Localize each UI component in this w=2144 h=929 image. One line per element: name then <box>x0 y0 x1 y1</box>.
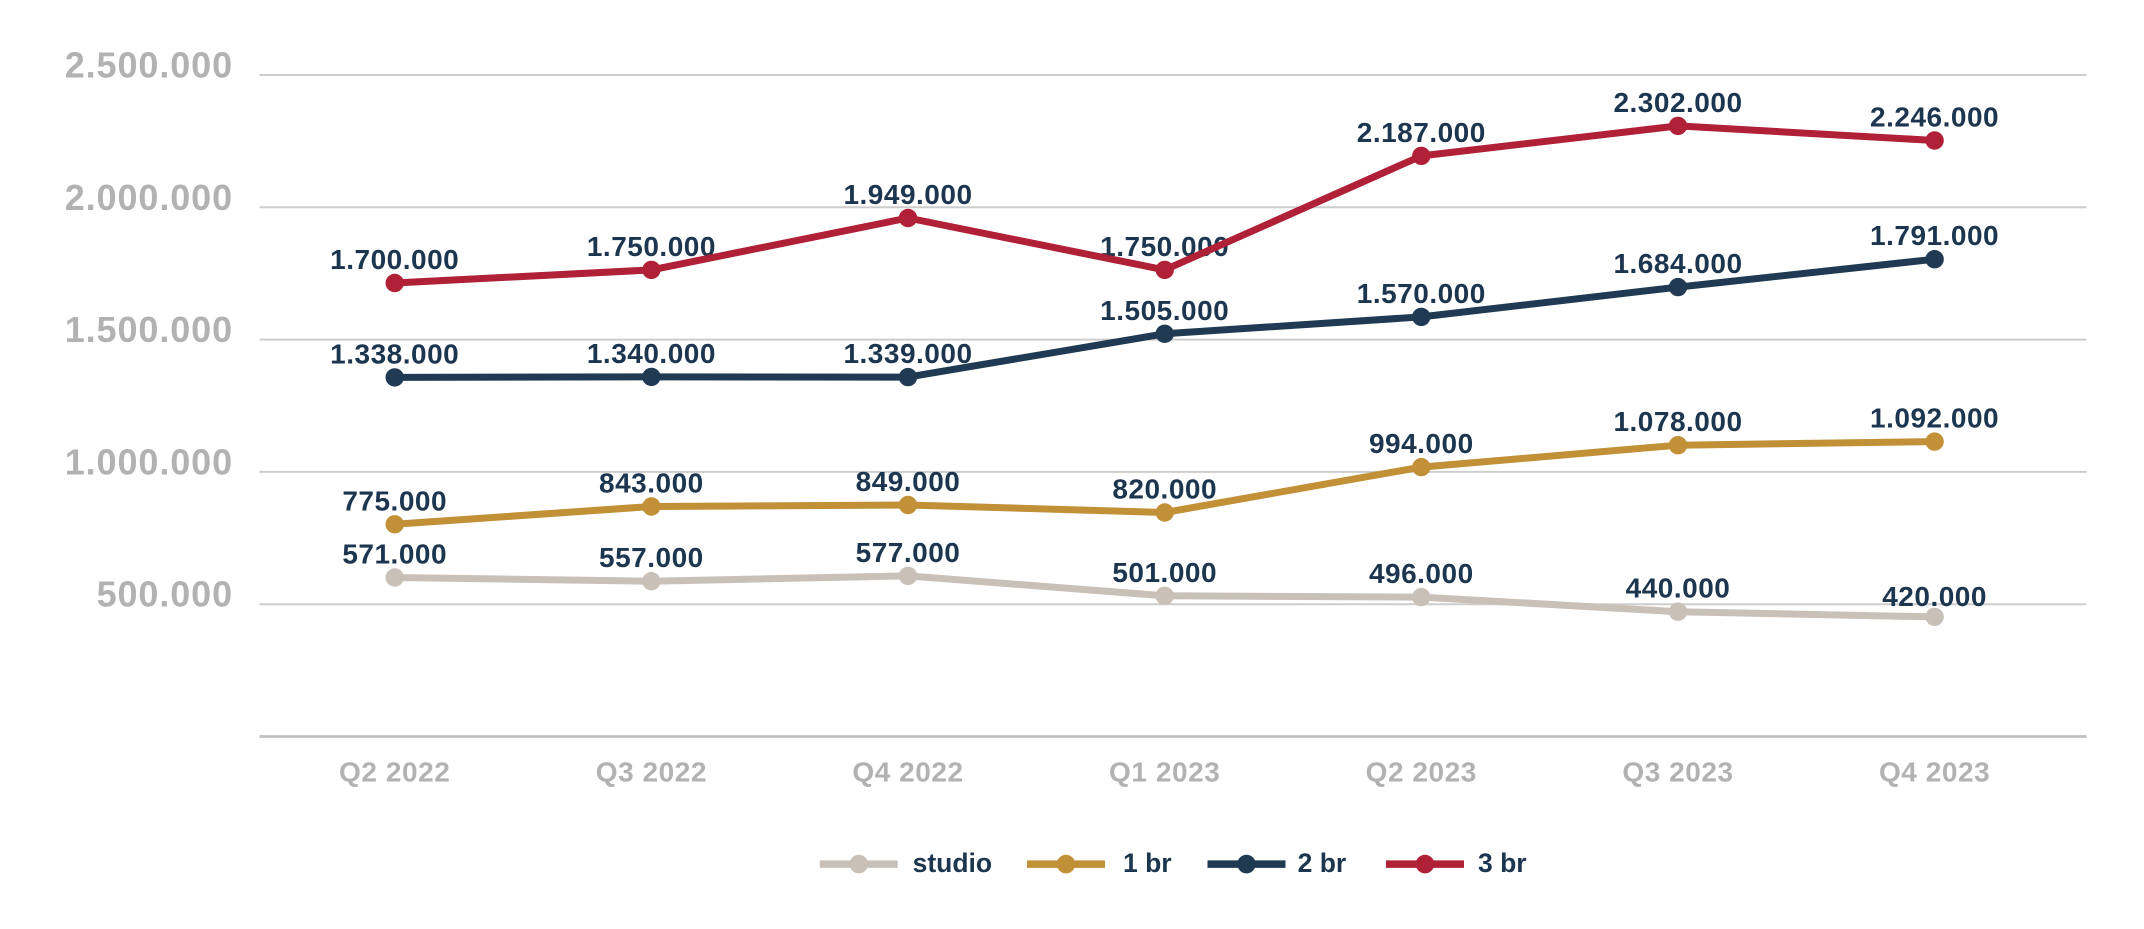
svg-text:994.000: 994.000 <box>1369 428 1474 459</box>
svg-text:1 br: 1 br <box>1123 848 1172 878</box>
svg-text:1.700.000: 1.700.000 <box>330 244 459 275</box>
svg-text:1.078.000: 1.078.000 <box>1613 406 1742 437</box>
svg-text:Q2 2022: Q2 2022 <box>339 757 450 788</box>
svg-text:849.000: 849.000 <box>856 466 961 497</box>
svg-text:2.500.000: 2.500.000 <box>65 45 233 86</box>
svg-text:557.000: 557.000 <box>599 542 704 573</box>
svg-text:820.000: 820.000 <box>1112 474 1217 505</box>
svg-text:2.302.000: 2.302.000 <box>1613 87 1742 118</box>
svg-text:Q2 2023: Q2 2023 <box>1366 757 1477 788</box>
svg-text:1.750.000: 1.750.000 <box>587 231 716 262</box>
svg-text:1.500.000: 1.500.000 <box>65 309 233 350</box>
svg-text:2.187.000: 2.187.000 <box>1357 117 1486 148</box>
svg-text:1.949.000: 1.949.000 <box>843 179 972 210</box>
svg-text:Q4 2023: Q4 2023 <box>1879 757 1990 788</box>
svg-text:1.505.000: 1.505.000 <box>1100 295 1229 326</box>
svg-text:2 br: 2 br <box>1298 848 1347 878</box>
svg-text:577.000: 577.000 <box>856 537 961 568</box>
svg-text:843.000: 843.000 <box>599 468 704 499</box>
svg-text:Q1 2023: Q1 2023 <box>1109 757 1220 788</box>
svg-text:775.000: 775.000 <box>342 485 447 516</box>
svg-text:501.000: 501.000 <box>1112 557 1217 588</box>
svg-text:2.246.000: 2.246.000 <box>1870 102 1999 133</box>
svg-text:1.684.000: 1.684.000 <box>1613 248 1742 279</box>
svg-text:571.000: 571.000 <box>342 539 447 570</box>
svg-text:1.340.000: 1.340.000 <box>587 338 716 369</box>
svg-text:420.000: 420.000 <box>1882 581 1987 612</box>
svg-text:1.000.000: 1.000.000 <box>65 441 233 482</box>
svg-text:1.092.000: 1.092.000 <box>1870 403 1999 434</box>
svg-text:1.750.000: 1.750.000 <box>1100 231 1229 262</box>
svg-text:440.000: 440.000 <box>1626 573 1731 604</box>
svg-text:2.000.000: 2.000.000 <box>65 177 233 218</box>
svg-text:Q3 2023: Q3 2023 <box>1622 757 1733 788</box>
svg-text:500.000: 500.000 <box>97 574 233 615</box>
svg-text:Q3 2022: Q3 2022 <box>596 757 707 788</box>
svg-text:1.338.000: 1.338.000 <box>330 338 459 369</box>
svg-text:Q4 2022: Q4 2022 <box>852 757 963 788</box>
svg-text:1.339.000: 1.339.000 <box>843 338 972 369</box>
svg-text:1.570.000: 1.570.000 <box>1357 278 1486 309</box>
svg-text:3 br: 3 br <box>1478 848 1527 878</box>
svg-text:496.000: 496.000 <box>1369 558 1474 589</box>
svg-text:studio: studio <box>913 848 993 878</box>
svg-text:1.791.000: 1.791.000 <box>1870 220 1999 251</box>
